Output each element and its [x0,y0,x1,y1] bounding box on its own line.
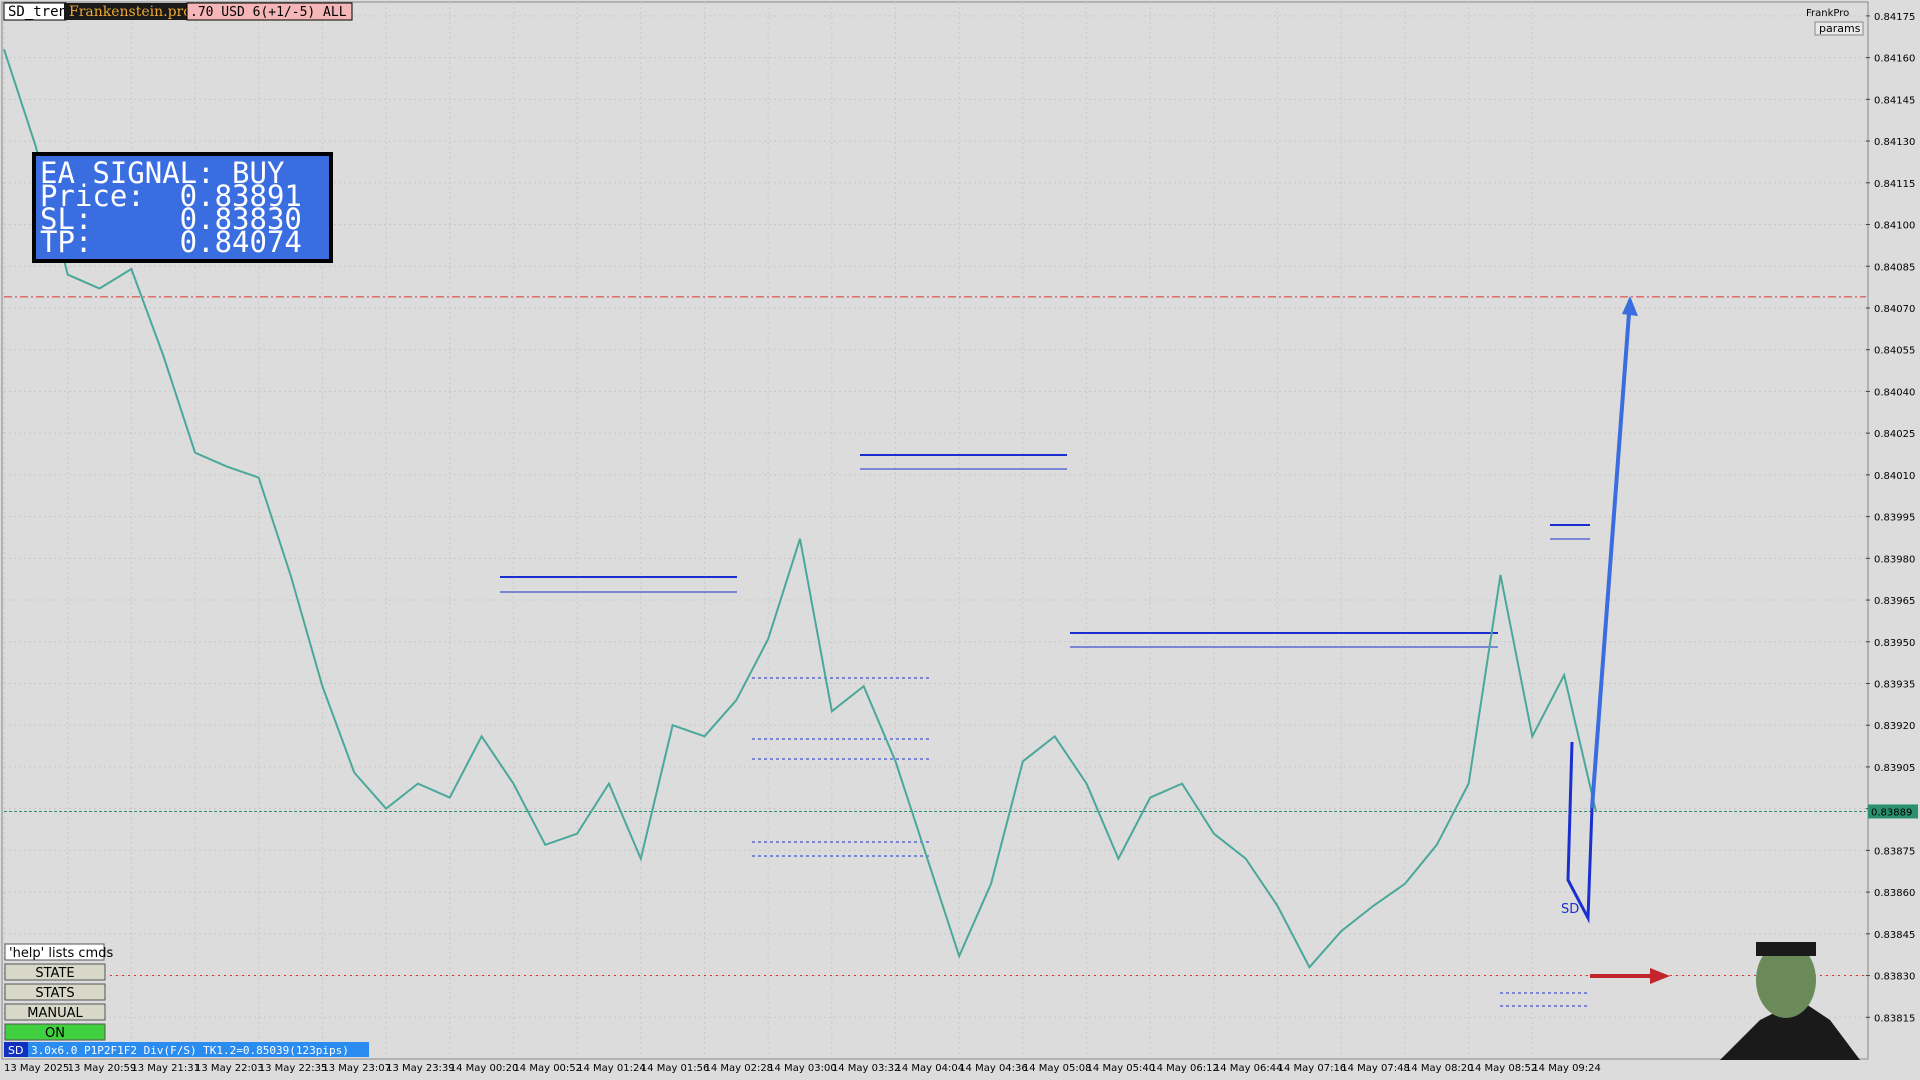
status-tag: SD [8,1044,23,1057]
x-tick-label: 13 May 21:31 [131,1063,200,1074]
y-tick-label: 0.83935 [1874,679,1915,690]
status-text: 3.0x6.0 P1P2F1F2 Div(F/S) TK1.2=0.85039(… [31,1044,349,1057]
button-label[interactable]: 'help' lists cmds [9,946,113,961]
button[interactable] [4,963,106,981]
x-tick-label: 14 May 05:08 [1023,1063,1092,1074]
x-tick-label: 14 May 08:20 [1405,1063,1474,1074]
x-tick-label: 13 May 22:35 [259,1063,328,1074]
y-tick-label: 0.83995 [1874,513,1915,524]
x-tick-label: 14 May 04:04 [896,1063,965,1074]
price-line-series [3,48,1597,969]
button-label[interactable]: STATE [35,966,74,981]
y-tick-label: 0.83905 [1874,763,1915,774]
x-tick-label: 14 May 06:44 [1214,1063,1283,1074]
price-label: 0.83889 [1871,807,1912,818]
y-tick-label: 0.83860 [1874,888,1915,899]
mascot-body [1720,1000,1860,1060]
pattern-label: SD [1561,902,1579,917]
button[interactable] [4,1003,106,1021]
brand-box [64,3,187,20]
y-tick-label: 0.84175 [1874,12,1915,23]
x-tick-label: 14 May 00:52 [513,1063,582,1074]
mascot-head [1756,942,1816,1018]
zones [500,454,1590,1007]
y-tick-label: 0.84130 [1874,137,1915,148]
x-tick-label: 14 May 03:00 [768,1063,837,1074]
arrow-head [1622,296,1638,316]
x-tick-label: 14 May 04:36 [959,1063,1028,1074]
x-tick-label: 13 May 22:03 [195,1063,264,1074]
x-tick-label: 14 May 01:24 [577,1063,646,1074]
x-tick-label: 13 May 20:59 [68,1063,137,1074]
status-tag-box [4,1042,28,1057]
y-tick-label: 0.84040 [1874,387,1915,398]
button-label[interactable]: STATS [35,986,74,1001]
x-tick-label: 14 May 09:24 [1532,1063,1601,1074]
mascot [1720,942,1860,1060]
x-tick-label: 14 May 01:56 [641,1063,710,1074]
symbol: SD_tren [8,4,67,20]
y-tick-label: 0.84100 [1874,221,1915,232]
mascot-hair [1756,942,1816,956]
y-tick-label: 0.83980 [1874,554,1915,565]
signal-box [32,152,333,263]
button-label[interactable]: ON [45,1026,65,1041]
plot: 0.83889 [3,48,1918,977]
price-label-box [1868,804,1918,819]
x-tick-label: 14 May 02:28 [704,1063,773,1074]
buttons: 'help' lists cmds STATE STATS MANUAL ON [4,943,113,1041]
signal-line: EA SIGNAL: BUY [40,156,284,190]
button[interactable] [4,1023,106,1041]
y-tick-label: 0.84055 [1874,346,1915,357]
account-box [186,2,353,21]
y-tick-label: 0.84115 [1874,179,1915,190]
x-tick-label: 13 May 23:07 [322,1063,391,1074]
target-arrow [1590,299,1632,809]
x-tick-label: 14 May 06:12 [1150,1063,1219,1074]
y-tick-label: 0.84085 [1874,262,1915,273]
y-tick-label: 0.84145 [1874,95,1915,106]
x-tick-label: 14 May 00:20 [450,1063,519,1074]
arrow-head [1650,968,1670,984]
signal-line: Price: 0.83891 [40,179,302,213]
x-tick-label: 14 May 07:16 [1278,1063,1347,1074]
params[interactable]: params [1819,22,1861,35]
y-tick-label: 0.84010 [1874,471,1915,482]
button-label[interactable]: MANUAL [27,1006,83,1021]
account: .70 USD 6(+1/-5) ALL [190,5,347,20]
y-tick-label: 0.83920 [1874,721,1915,732]
plot-frame [1,1,1869,1060]
y-tick-label: 0.83845 [1874,930,1915,941]
x-tick-label: 14 May 03:32 [832,1063,901,1074]
right-title: FrankPro [1806,8,1849,19]
button[interactable] [4,943,105,961]
y-tick-label: 0.84160 [1874,54,1915,65]
brand: Frankenstein.pro [69,4,192,20]
x-tick-label: 14 May 05:40 [1087,1063,1156,1074]
x-tick-label: 14 May 07:48 [1341,1063,1410,1074]
y-tick-label: 0.83830 [1874,972,1915,983]
params-box[interactable] [1814,21,1864,36]
y-tick-label: 0.83875 [1874,846,1915,857]
x-tick-label: 13 May 2025 [4,1063,69,1074]
y-tick-label: 0.83815 [1874,1013,1915,1024]
x-tick-label: 13 May 23:39 [386,1063,455,1074]
y-tick-label: 0.84070 [1874,304,1915,315]
x-tick-label: 14 May 08:52 [1469,1063,1538,1074]
pattern [1566,741,1594,924]
y-tick-label: 0.83965 [1874,596,1915,607]
signal-line: SL: 0.83830 [40,202,302,236]
button[interactable] [4,983,106,1001]
signal-line: TP: 0.84074 [40,225,302,259]
y-tick-label: 0.84025 [1874,429,1915,440]
status-bar [4,1042,369,1057]
y-tick-label: 0.83950 [1874,638,1915,649]
